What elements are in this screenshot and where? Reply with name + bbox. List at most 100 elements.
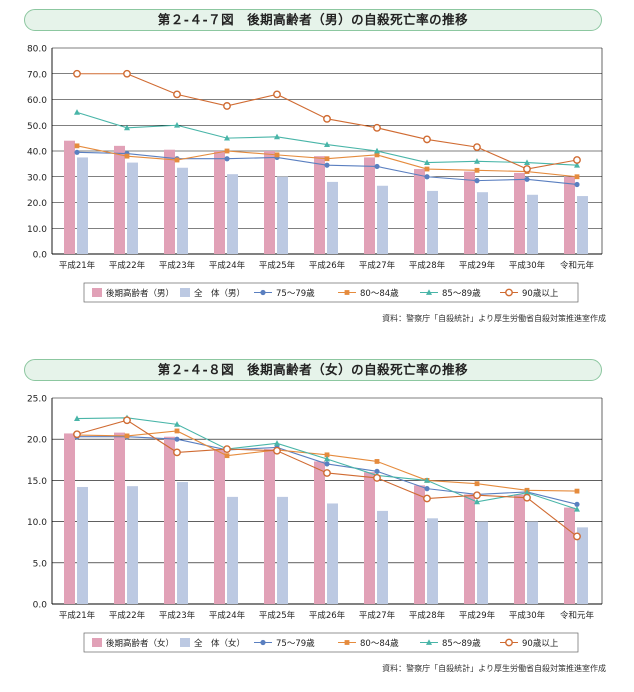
series-point — [523, 165, 531, 173]
chart-source-male: 資料：警察庁「自殺統計」より厚生労働省自殺対策推進室作成 — [382, 314, 606, 323]
x-tick-label: 平成25年 — [259, 610, 296, 621]
series-point — [274, 440, 280, 446]
legend: 後期高齢者（女） 全 体（女） 75～79歳 80～84歳 85～89歳 90歳以上 — [83, 632, 579, 653]
series-point — [274, 152, 280, 158]
series-point — [373, 474, 381, 482]
bar — [214, 151, 225, 254]
legend-label: 85～89歳 — [442, 638, 481, 649]
legend-marker — [426, 639, 432, 645]
x-tick-label: 平成24年 — [209, 260, 246, 271]
series-point — [473, 491, 481, 500]
bar — [327, 503, 338, 604]
x-tick-label: 平成27年 — [359, 260, 396, 271]
series-point — [223, 102, 231, 110]
series-point — [324, 156, 330, 162]
bar — [577, 527, 588, 604]
chart-title-female: 第２-４-８図 後期高齢者（女）の自殺死亡率の推移 — [24, 359, 602, 381]
series-point — [124, 153, 130, 159]
legend-label: 80～84歳 — [360, 288, 399, 299]
legend-label: 75～79歳 — [276, 638, 315, 649]
bar — [114, 432, 125, 604]
legend-box — [83, 632, 579, 653]
bar — [64, 433, 75, 604]
y-tick-label: 80.0 — [27, 45, 47, 55]
series-point — [124, 124, 130, 131]
series-point — [274, 133, 280, 140]
y-tick-label: 5.0 — [33, 559, 48, 569]
bar — [77, 157, 88, 254]
bar — [227, 496, 238, 604]
series-point — [374, 163, 380, 170]
bar — [377, 510, 388, 604]
legend-label: 75～79歳 — [276, 288, 315, 299]
series-line — [76, 145, 578, 178]
series-point — [474, 498, 480, 505]
series-point — [424, 477, 430, 483]
bar — [214, 449, 225, 604]
bar — [514, 494, 525, 604]
series-point — [424, 174, 430, 180]
bar — [427, 190, 438, 254]
series-point — [174, 122, 180, 128]
series-point — [574, 488, 580, 494]
y-tick-label: 50.0 — [27, 122, 47, 132]
x-tick-label: 平成28年 — [409, 260, 446, 271]
bar — [377, 185, 388, 254]
bar — [564, 176, 575, 254]
y-tick-label: 30.0 — [27, 173, 47, 183]
series-point — [324, 141, 330, 147]
legend-marker — [344, 640, 350, 645]
series-point — [124, 433, 130, 439]
series-point — [374, 459, 380, 464]
bar — [527, 521, 538, 604]
series-point — [224, 156, 230, 162]
series-point — [524, 176, 530, 182]
series-point — [324, 455, 330, 462]
series-point — [273, 446, 281, 455]
bar — [177, 167, 188, 254]
chart-male-svg: 0.0 10.0 20.0 30.0 40.0 50.0 60.0 70.0 80.0 平成21年… — [27, 45, 603, 303]
bar — [164, 436, 175, 604]
y-tick-label: 20.0 — [27, 199, 47, 209]
bar — [564, 507, 575, 604]
series-point — [324, 452, 330, 458]
series-point — [574, 506, 580, 512]
series-point — [224, 134, 230, 141]
bar — [464, 171, 475, 254]
series-point — [223, 445, 231, 453]
bar — [327, 181, 338, 254]
legend-swatch — [92, 288, 102, 297]
y-tick-label: 10.0 — [27, 225, 47, 235]
series-point — [174, 428, 180, 434]
x-tick-label: 平成27年 — [359, 610, 396, 621]
y-tick-label: 0.0 — [33, 251, 48, 261]
series-point — [424, 166, 430, 172]
series-point — [574, 181, 580, 188]
series-point — [374, 147, 380, 154]
y-tick-label: 10.0 — [27, 518, 47, 528]
legend-marker — [505, 288, 513, 297]
series-point — [373, 123, 381, 132]
series-point — [74, 149, 80, 155]
legend-label: 全 体（男） — [194, 288, 245, 299]
series-point — [574, 161, 580, 168]
legend-marker — [260, 639, 266, 646]
y-tick-label: 40.0 — [27, 148, 47, 158]
legend-label: 85～89歳 — [442, 288, 481, 299]
series-point — [224, 453, 230, 459]
bar — [477, 192, 488, 254]
legend-box — [83, 282, 579, 303]
series-point — [324, 461, 330, 467]
series-point — [474, 158, 480, 164]
series-point — [424, 159, 430, 165]
series-point — [174, 157, 180, 163]
legend-label: 90歳以上 — [522, 288, 559, 299]
x-tick-label: 平成30年 — [509, 610, 546, 621]
bar — [464, 494, 475, 604]
bar — [77, 486, 88, 604]
series-point — [173, 448, 181, 457]
series-point — [524, 489, 530, 496]
x-tick-label: 平成29年 — [459, 260, 496, 271]
bar — [264, 151, 275, 254]
series-point — [174, 436, 180, 442]
